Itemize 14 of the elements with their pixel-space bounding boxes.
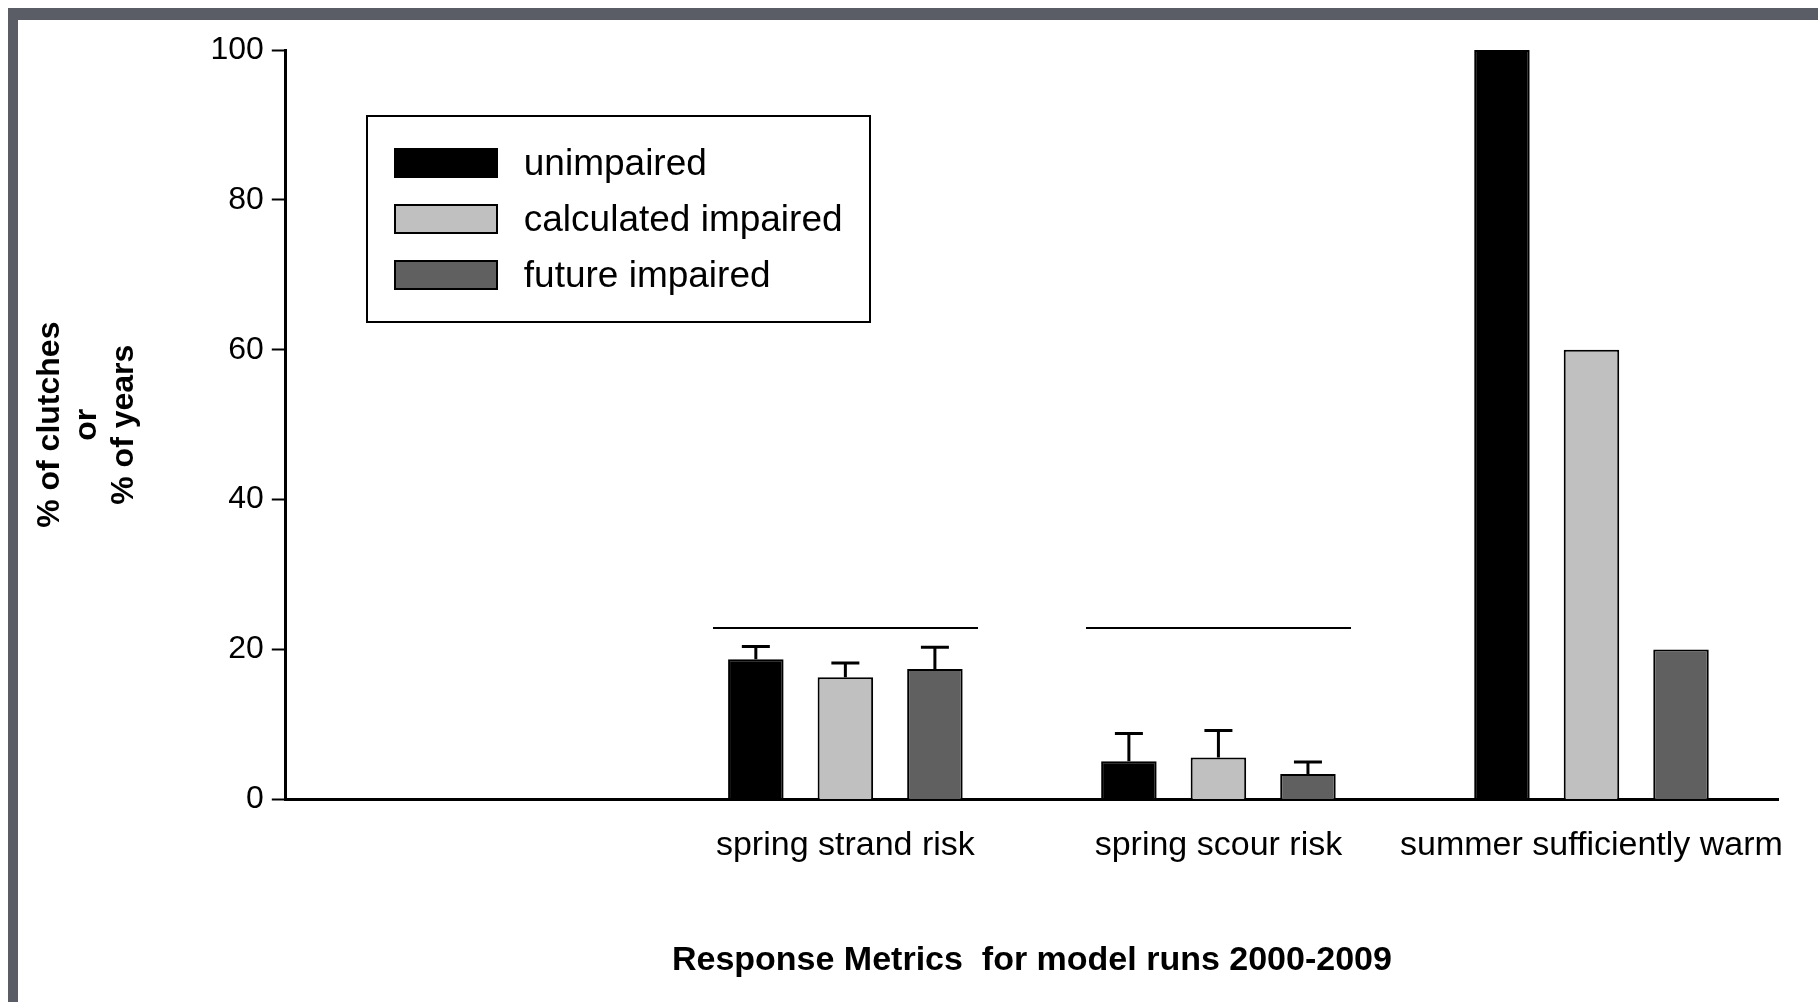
legend-label: calculated impaired (523, 198, 843, 240)
y-tick-label: 40 (228, 479, 264, 516)
y-tick-label: 60 (228, 329, 264, 366)
y-tick-label: 100 (210, 29, 264, 66)
x-tick-label: summer sufficiently warm (1400, 824, 1783, 863)
legend-label: future impaired (523, 254, 771, 296)
x-tick-label: spring scour risk (1094, 824, 1344, 863)
y-tick-label: 0 (245, 779, 264, 816)
legend-label: unimpaired (523, 142, 707, 184)
x-tick-label: spring strand risk (715, 824, 976, 863)
y-tick-label: 80 (228, 179, 264, 216)
y-tick-label: 20 (228, 629, 264, 666)
x-axis-title: Response Metrics for model runs 2000-2009 (671, 938, 1392, 977)
y-axis-title: % of clutches or % of years (30, 321, 140, 528)
